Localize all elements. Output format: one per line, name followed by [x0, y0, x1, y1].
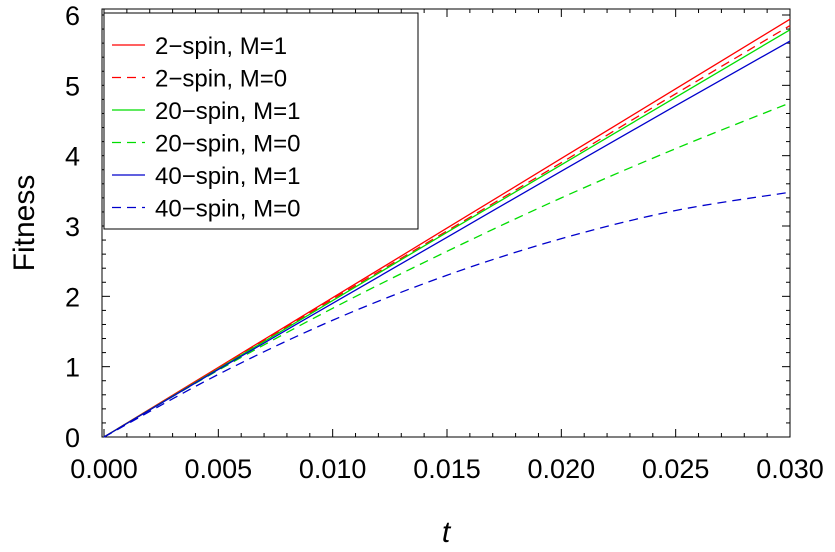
x-tick-label: 0.020: [528, 454, 596, 484]
x-tick-label: 0.005: [185, 454, 253, 484]
x-axis-title: t: [442, 516, 452, 549]
series-line-1: [103, 18, 791, 438]
legend-box: [103, 12, 419, 230]
x-tick-label: 0.015: [413, 454, 481, 484]
legend-label-6: 40−spin, M=0: [155, 196, 300, 223]
series-line-6: [103, 191, 791, 438]
legend-label-3: 20−spin, M=1: [155, 98, 300, 125]
x-tick-label: 0.025: [642, 454, 710, 484]
series-line-2: [103, 24, 791, 438]
y-tick-label: 6: [65, 1, 80, 31]
y-tick-label: 5: [65, 71, 80, 101]
axis-ticks: 0.000 0.005 0.010 0.015 0.020 0.025 0.030 0 1 2 3 4…: [65, 1, 824, 484]
series-line-4: [103, 102, 791, 438]
legend-label-4: 20−spin, M=0: [155, 131, 300, 158]
legend: 2−spin, M=1 2−spin, M=0 20−spin, M=1 20−spi…: [103, 12, 419, 230]
y-tick-label: 0: [65, 423, 80, 453]
y-tick-label: 2: [65, 282, 80, 312]
plot-frame: [101, 8, 791, 438]
x-tick-label: 0.030: [756, 454, 824, 484]
y-axis-title: Fitness: [8, 175, 41, 272]
series-layer: [103, 18, 791, 438]
legend-label-2: 2−spin, M=0: [155, 66, 287, 93]
y-tick-label: 1: [65, 353, 80, 383]
legend-label-1: 2−spin, M=1: [155, 33, 287, 60]
y-tick-label: 3: [65, 212, 80, 242]
legend-label-5: 40−spin, M=1: [155, 163, 300, 190]
x-tick-label: 0.000: [70, 454, 138, 484]
y-tick-label: 4: [65, 142, 80, 172]
x-tick-label: 0.010: [299, 454, 367, 484]
series-line-5: [103, 40, 791, 438]
